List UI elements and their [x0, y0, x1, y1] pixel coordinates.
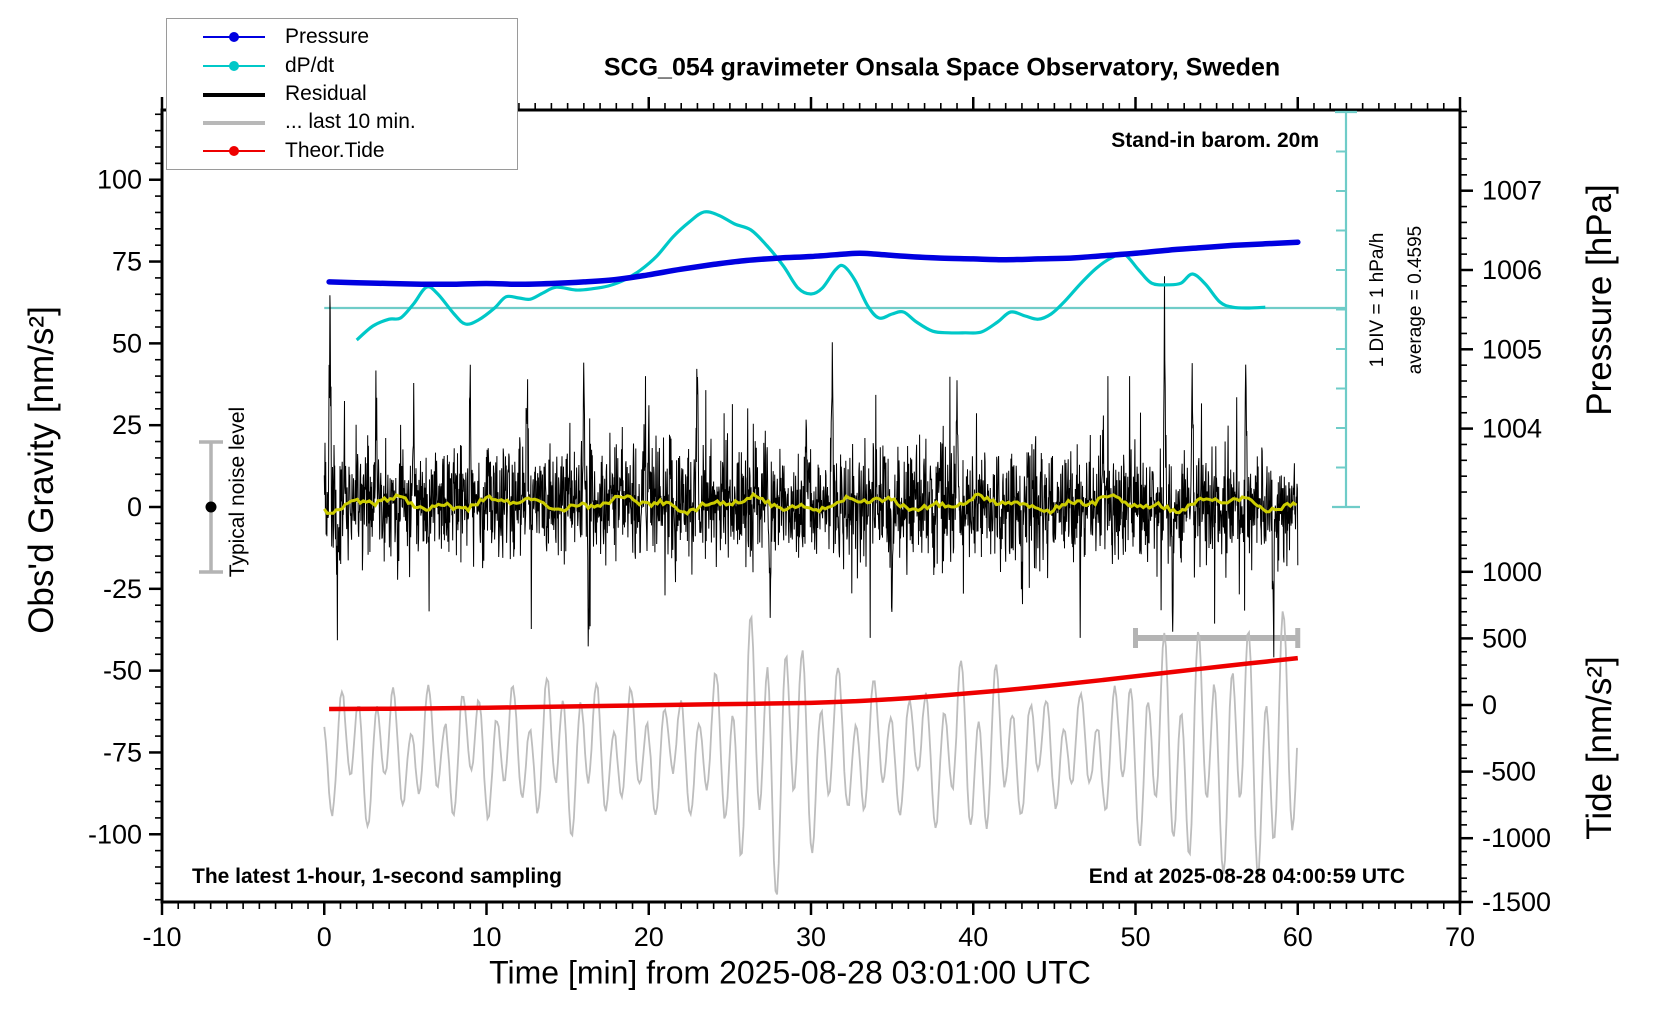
y-right-tide-tick-label: 500 — [1482, 623, 1527, 653]
tide-legend-dot-icon — [229, 145, 239, 156]
sampling-note: The latest 1-hour, 1-second sampling — [192, 865, 562, 888]
end-time-note: End at 2025-08-28 04:00:59 UTC — [1088, 865, 1405, 888]
x-tick-label: 50 — [1120, 922, 1150, 952]
y-right-tide-tick-label: -500 — [1482, 757, 1536, 787]
y-left-tick-label: 75 — [112, 247, 142, 277]
y-left-tick-label: 25 — [112, 410, 142, 440]
stand-in-barometer-note: Stand-in barom. 20m — [1111, 129, 1319, 152]
residual-curve — [323, 276, 1299, 658]
residual-smooth-curve — [323, 491, 1298, 516]
x-tick-label: 60 — [1283, 922, 1313, 952]
y-left-tick-label: -100 — [88, 819, 142, 849]
legend-item-dpdt: dP/dt — [167, 52, 517, 80]
last10-residual-curve — [323, 611, 1298, 895]
dpdt-curve — [355, 210, 1266, 342]
x-tick-label: 40 — [958, 922, 988, 952]
legend-item-label: ... last 10 min. — [285, 110, 416, 134]
chart-title: SCG_054 gravimeter Onsala Space Observat… — [603, 53, 1281, 82]
legend-item-label: Pressure — [285, 25, 370, 49]
y-left-tick-label: -50 — [103, 656, 142, 686]
y-right-tide-tick-label: -1000 — [1482, 823, 1551, 853]
x-tick-label: 0 — [317, 922, 332, 952]
dpdt-legend-dot-icon — [229, 60, 239, 71]
legend: Pressure dP/dt Residual ... last 10 min. The… — [166, 18, 518, 170]
pressure-curve — [326, 239, 1301, 288]
y-right-pressure-tick-label: 1005 — [1482, 334, 1542, 364]
dpdt-average-label: average = 0.4595 — [1405, 225, 1426, 375]
y-left-tick-label: -75 — [103, 737, 142, 767]
x-axis-label: Time [min] from 2025-08-28 03:01:00 UTC — [489, 954, 1091, 991]
legend-item-label: dP/dt — [285, 53, 335, 77]
legend-item-residual: Residual — [167, 80, 517, 108]
y-left-tick-label: 100 — [97, 165, 142, 195]
pressure-legend-dot-icon — [229, 32, 239, 43]
x-tick-label: 10 — [471, 922, 501, 952]
legend-item-last10: ... last 10 min. — [167, 108, 517, 136]
x-tick-label: 20 — [634, 922, 664, 952]
y-right-tide-tick-label: 0 — [1482, 690, 1497, 720]
x-tick-label: 30 — [796, 922, 826, 952]
noise-error-bar-dot — [205, 501, 217, 513]
y-right-pressure-tick-label: 1004 — [1482, 414, 1542, 444]
dpdt-div-scale-label: 1 DIV = 1 hPa/h — [1367, 232, 1388, 368]
legend-item-label: Theor.Tide — [285, 138, 385, 162]
legend-item-pressure: Pressure — [167, 23, 517, 51]
y-left-tick-label: -25 — [103, 574, 142, 604]
typical-noise-level-label: Typical noise level — [226, 406, 249, 578]
y-right-tide-tick-label: 1000 — [1482, 557, 1542, 587]
y-left-axis-label: Obs'd Gravity [nm/s²] — [22, 306, 61, 634]
y-right-tide-label: Tide [nm/s²] — [1580, 656, 1619, 840]
y-right-pressure-tick-label: 1007 — [1482, 176, 1542, 206]
legend-item-tide: Theor.Tide — [167, 137, 517, 165]
legend-item-label: Residual — [285, 81, 367, 105]
y-right-tide-tick-label: -1500 — [1482, 887, 1551, 917]
y-left-tick-label: 0 — [127, 492, 142, 522]
theor-tide-curve — [329, 655, 1299, 712]
y-right-pressure-tick-label: 1006 — [1482, 255, 1542, 285]
x-tick-label: -10 — [142, 922, 181, 952]
x-tick-label: 70 — [1445, 922, 1475, 952]
y-left-tick-label: 50 — [112, 328, 142, 358]
y-right-pressure-label: Pressure [hPa] — [1580, 184, 1619, 416]
